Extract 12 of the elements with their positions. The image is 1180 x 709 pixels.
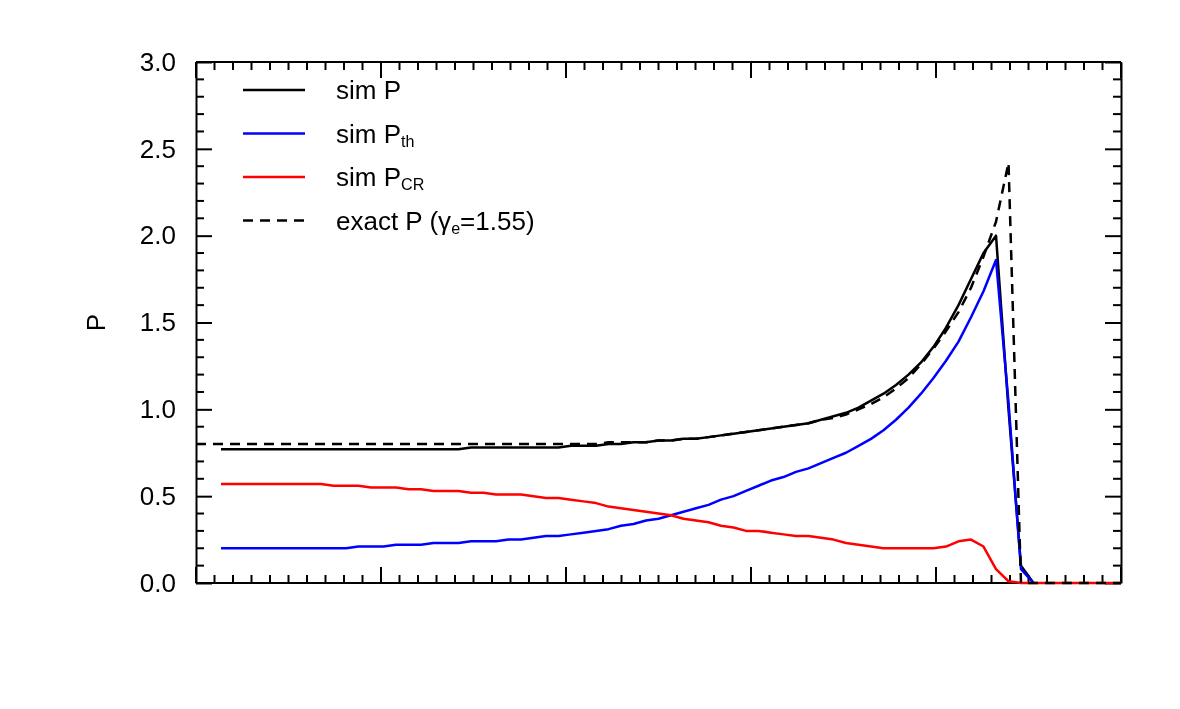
y-tick-label: 0.5: [139, 480, 176, 511]
legend-label: sim P$_{CR}$: [336, 162, 425, 193]
y-tick-label: 0.0: [139, 567, 176, 598]
y-tick-label: 2.0: [139, 220, 176, 251]
legend-label: sim P: [336, 75, 401, 105]
y-tick-label: 3.0: [139, 46, 176, 77]
y-tick-label: 1.0: [139, 394, 176, 425]
y-tick-label: 2.5: [139, 133, 176, 164]
y-tick-label: 1.5: [139, 307, 176, 338]
legend-label: sim P$_{th}$: [336, 118, 415, 150]
y-axis-title: P: [81, 313, 111, 332]
legend-label: exact P (γ$_{e}$=1.55): [336, 205, 535, 237]
